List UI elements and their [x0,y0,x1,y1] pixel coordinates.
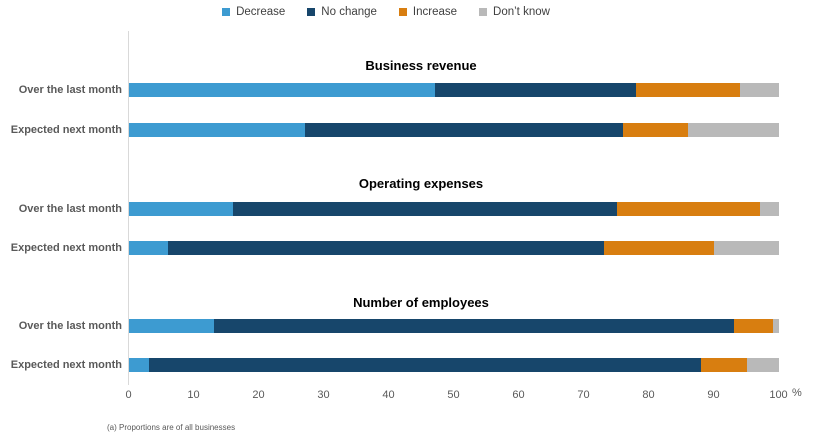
stacked-bar [129,83,779,97]
legend-label-dont-know: Don’t know [493,6,550,18]
row-label: Over the last month [18,203,122,215]
bar-segment-dont-know [740,83,779,97]
x-tick-label: 30 [317,389,330,401]
x-tick-label: 20 [252,389,265,401]
group-title: Operating expenses [358,176,484,191]
legend-item-no-change: No change [307,6,377,18]
group-title: Business revenue [365,58,477,73]
bar-segment-dont-know [688,123,779,137]
stacked-bar [129,241,779,255]
legend-item-dont-know: Don’t know [479,6,550,18]
bar-segment-increase [701,358,747,372]
x-tick-label: 50 [447,389,460,401]
legend-item-increase: Increase [398,6,458,18]
bar-segment-increase [603,241,714,255]
bar-segment-dont-know [746,358,779,372]
bar-segment-decrease [129,202,233,216]
bar-segment-no-change [148,358,701,372]
x-tick-label: 0 [125,389,132,401]
bar-segment-no-change [168,241,604,255]
legend-swatch-increase-icon [398,8,407,16]
bar-segment-decrease [129,123,305,137]
stacked-bar [129,123,779,137]
x-tick-label: 10 [187,389,200,401]
bar-segment-no-change [233,202,617,216]
x-tick-label: 40 [382,389,395,401]
bar-segment-no-change [434,83,636,97]
x-tick-label: 80 [642,389,655,401]
bar-segment-decrease [129,241,168,255]
bar-segment-no-change [304,123,623,137]
y-axis-line [128,31,129,385]
legend-swatch-dont-know-icon [479,8,488,16]
legend-item-decrease: Decrease [222,6,285,18]
legend: Decrease No change Increase Don’t know [0,6,772,18]
x-tick-label: 90 [707,389,720,401]
bar-segment-dont-know [714,241,779,255]
stacked-bar [129,202,779,216]
bar-segment-increase [636,83,740,97]
bar-segment-dont-know [759,202,779,216]
legend-label-no-change: No change [321,6,377,18]
bar-segment-increase [623,123,688,137]
x-axis-unit-label: % [792,387,802,399]
legend-swatch-no-change-icon [307,8,316,16]
x-tick-label: 70 [577,389,590,401]
legend-label-decrease: Decrease [236,6,286,18]
row-label: Over the last month [18,84,122,96]
group-title: Number of employees [353,295,489,310]
bar-segment-dont-know [772,319,779,333]
bar-segment-increase [616,202,760,216]
row-label: Expected next month [10,242,122,254]
row-label: Expected next month [10,359,122,371]
stacked-bar [129,319,779,333]
legend-label-increase: Increase [412,6,458,18]
bar-segment-increase [733,319,773,333]
bar-segment-decrease [129,358,149,372]
x-tick-label: 60 [512,389,525,401]
x-tick-label: 100 [769,389,788,401]
bar-segment-no-change [213,319,734,333]
bar-segment-decrease [129,319,214,333]
stacked-bar [129,358,779,372]
row-label: Over the last month [18,320,122,332]
row-label: Expected next month [10,124,122,136]
legend-swatch-decrease-icon [222,8,231,16]
footnote: (a) Proportions are of all businesses [107,423,236,432]
bar-segment-decrease [129,83,435,97]
